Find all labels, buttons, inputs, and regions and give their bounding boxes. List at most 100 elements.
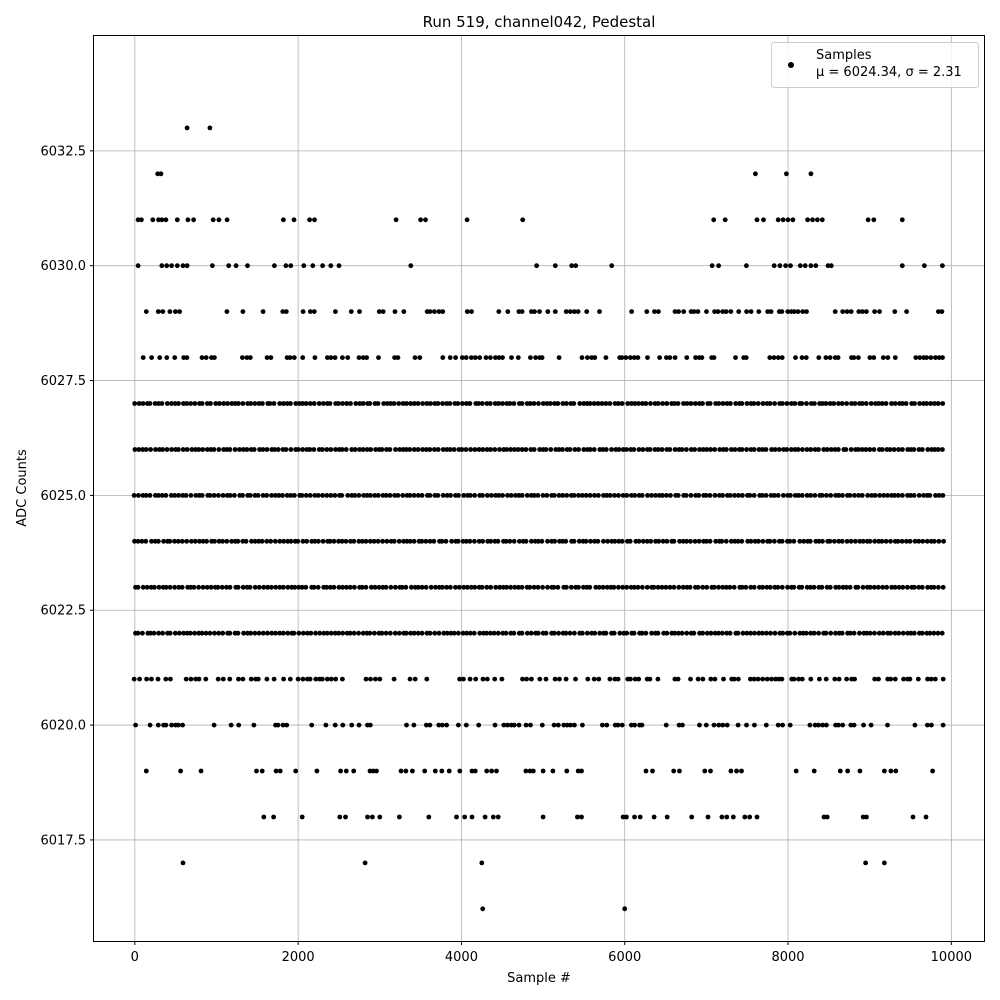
data-point <box>338 768 343 774</box>
data-point <box>575 768 581 774</box>
data-point <box>140 493 146 498</box>
data-point <box>156 401 162 406</box>
legend-box <box>771 42 979 88</box>
data-point <box>617 630 623 636</box>
data-point <box>680 584 686 590</box>
data-point <box>200 447 206 452</box>
data-point <box>720 493 725 498</box>
data-point <box>492 722 498 728</box>
data-point <box>367 538 373 544</box>
data-point <box>784 171 789 177</box>
data-point <box>136 401 142 406</box>
data-point <box>893 768 899 774</box>
data-point <box>887 447 893 452</box>
data-point <box>228 722 234 728</box>
data-point <box>756 309 762 314</box>
data-point <box>632 584 637 590</box>
data-point <box>256 584 262 590</box>
data-point <box>324 493 330 498</box>
data-point <box>872 676 878 682</box>
data-point <box>907 676 913 682</box>
data-point <box>695 584 701 590</box>
plot-frame <box>93 35 985 942</box>
data-point <box>332 722 338 728</box>
data-point <box>672 447 678 452</box>
data-point <box>804 309 809 314</box>
data-point <box>523 538 529 544</box>
data-point <box>403 630 409 636</box>
data-point <box>368 493 373 498</box>
data-point <box>377 676 383 682</box>
data-point <box>313 630 318 636</box>
data-point <box>164 447 170 452</box>
data-point <box>928 355 934 360</box>
data-point <box>207 493 213 498</box>
data-point <box>860 309 865 314</box>
data-point <box>797 630 803 636</box>
data-point <box>764 630 769 636</box>
data-point <box>375 493 381 498</box>
data-point <box>629 309 634 314</box>
data-point <box>232 493 237 498</box>
data-point <box>791 538 797 544</box>
data-point <box>739 538 745 544</box>
data-point <box>772 447 778 452</box>
data-point <box>148 447 154 452</box>
data-point <box>748 309 754 314</box>
data-point <box>188 676 194 682</box>
data-point <box>224 538 230 544</box>
data-point <box>347 630 353 636</box>
data-point <box>555 722 561 728</box>
data-point <box>260 630 266 636</box>
data-point <box>280 630 286 636</box>
data-point <box>351 538 357 544</box>
data-point <box>816 630 821 636</box>
data-point <box>348 309 354 314</box>
data-point <box>888 768 894 774</box>
data-point <box>597 630 603 636</box>
data-point <box>539 355 545 360</box>
data-point <box>508 584 514 590</box>
data-point <box>828 447 834 452</box>
data-point <box>469 355 474 360</box>
data-point <box>785 584 790 590</box>
data-point <box>467 493 473 498</box>
data-point <box>639 493 645 498</box>
data-point <box>844 584 849 590</box>
data-point <box>864 309 869 314</box>
data-point <box>461 493 467 498</box>
data-point <box>560 447 565 452</box>
data-point <box>277 768 283 774</box>
data-point <box>631 630 637 636</box>
data-point <box>255 493 261 498</box>
data-point <box>655 676 661 682</box>
data-point <box>696 493 702 498</box>
data-point <box>931 538 937 544</box>
data-point <box>132 401 138 406</box>
data-point <box>805 217 810 223</box>
data-point <box>572 630 577 636</box>
data-point <box>428 584 434 590</box>
data-point <box>348 538 353 544</box>
data-point <box>236 676 241 682</box>
data-point <box>844 309 850 314</box>
data-point <box>324 584 329 590</box>
data-point <box>235 538 241 544</box>
data-point <box>939 630 945 636</box>
data-point <box>384 447 389 452</box>
data-point <box>867 447 873 452</box>
data-point <box>882 768 887 774</box>
data-point <box>587 447 593 452</box>
data-point <box>493 584 499 590</box>
data-point <box>403 768 409 774</box>
data-point <box>143 768 149 774</box>
data-point <box>828 493 834 498</box>
data-point <box>280 722 286 728</box>
data-point <box>840 493 845 498</box>
data-point <box>328 630 334 636</box>
data-point <box>169 722 175 728</box>
data-point <box>469 814 475 820</box>
y-tick-label: 6022.5 <box>41 604 87 619</box>
data-point <box>883 538 889 544</box>
data-point <box>763 493 769 498</box>
